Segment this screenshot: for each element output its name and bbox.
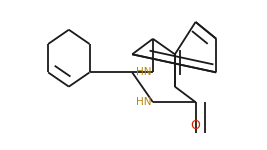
Text: HN: HN — [136, 67, 152, 77]
Text: O: O — [191, 119, 201, 132]
Text: HN: HN — [136, 97, 152, 107]
